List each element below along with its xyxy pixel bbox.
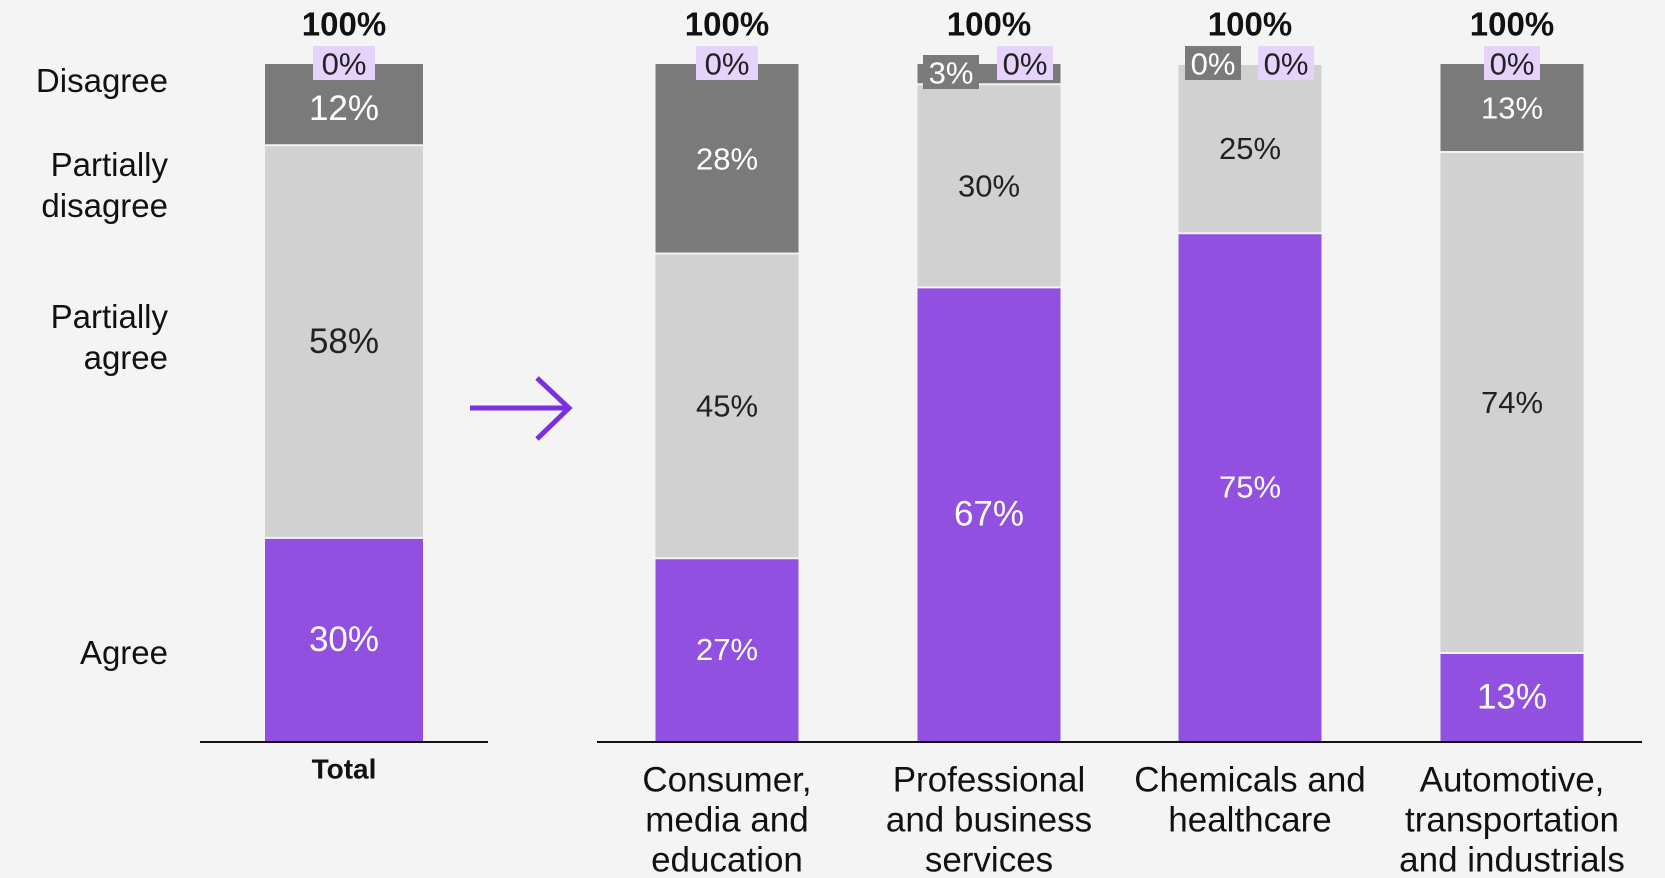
legend-label-partially-disagree: Partially disagree bbox=[41, 146, 168, 224]
category-label: transportation bbox=[1405, 801, 1619, 840]
category-label: healthcare bbox=[1168, 801, 1331, 840]
category-label: services bbox=[925, 841, 1053, 878]
bar-agree bbox=[1440, 652, 1584, 741]
category-label: Chemicals and bbox=[1134, 761, 1366, 800]
value-label-partially-agree: 74% bbox=[1481, 385, 1543, 420]
category-label: Consumer, bbox=[642, 761, 811, 800]
value-label-partially-disagree-bg bbox=[1258, 46, 1314, 80]
bar-partially-agree bbox=[655, 253, 799, 559]
value-label-partially-disagree-bg bbox=[997, 46, 1053, 80]
total-label: 100% bbox=[1470, 6, 1554, 43]
value-label-partially-agree: 30% bbox=[958, 168, 1020, 203]
value-label-partially-agree: 45% bbox=[696, 388, 758, 423]
value-label-disagree-bg bbox=[1185, 46, 1241, 80]
value-label-partially-disagree: 0% bbox=[322, 47, 367, 82]
bar-partially-agree bbox=[265, 145, 423, 538]
category-label: Professional bbox=[893, 761, 1086, 800]
total-label: 100% bbox=[1208, 6, 1292, 43]
value-label-disagree: 28% bbox=[696, 141, 758, 176]
bar-partially-agree bbox=[1440, 152, 1584, 653]
value-label-partially-disagree-bg bbox=[1484, 46, 1540, 80]
total-label: 100% bbox=[947, 6, 1031, 43]
value-label-partially-disagree: 0% bbox=[1264, 47, 1309, 82]
total-label: 100% bbox=[302, 6, 386, 43]
arrow-right-icon bbox=[470, 376, 573, 441]
bar-partially-agree bbox=[917, 84, 1061, 288]
legend-label-disagree: Disagree bbox=[35, 62, 168, 99]
category-label: education bbox=[651, 841, 803, 878]
value-label-agree: 75% bbox=[1219, 470, 1281, 505]
value-label-partially-disagree-bg bbox=[696, 46, 758, 80]
value-label-partially-disagree: 0% bbox=[1003, 47, 1048, 82]
bar-agree bbox=[1178, 233, 1322, 741]
category-label: media and bbox=[645, 801, 808, 840]
value-label-disagree: 13% bbox=[1481, 91, 1543, 126]
value-label-agree: 13% bbox=[1477, 677, 1547, 716]
total-label: 100% bbox=[685, 6, 769, 43]
bar-disagree bbox=[655, 64, 799, 254]
value-label-partially-agree: 58% bbox=[309, 322, 379, 361]
legend-label-partially-agree: Partially agree bbox=[50, 298, 168, 376]
bar-agree bbox=[265, 537, 423, 741]
value-label-disagree: 0% bbox=[1191, 47, 1236, 82]
category-label: and business bbox=[886, 801, 1092, 840]
value-label-partially-disagree: 0% bbox=[1490, 47, 1535, 82]
value-label-agree: 27% bbox=[696, 632, 758, 667]
legend-label-agree: Agree bbox=[79, 634, 168, 671]
value-label-partially-disagree: 0% bbox=[705, 47, 750, 82]
bar-agree bbox=[917, 287, 1061, 741]
value-label-partially-disagree-bg bbox=[313, 46, 375, 80]
value-label-agree: 67% bbox=[954, 495, 1024, 534]
value-label-partially-agree: 25% bbox=[1219, 131, 1281, 166]
bar-agree bbox=[655, 558, 799, 741]
value-label-disagree: 3% bbox=[929, 56, 974, 91]
value-label-disagree: 12% bbox=[309, 89, 379, 128]
category-label: Total bbox=[312, 754, 377, 785]
bar-partially-agree bbox=[1178, 64, 1322, 234]
category-label: and industrials bbox=[1399, 841, 1625, 878]
value-label-disagree-bg bbox=[923, 55, 979, 89]
category-label: Automotive, bbox=[1420, 761, 1605, 800]
value-label-agree: 30% bbox=[309, 620, 379, 659]
